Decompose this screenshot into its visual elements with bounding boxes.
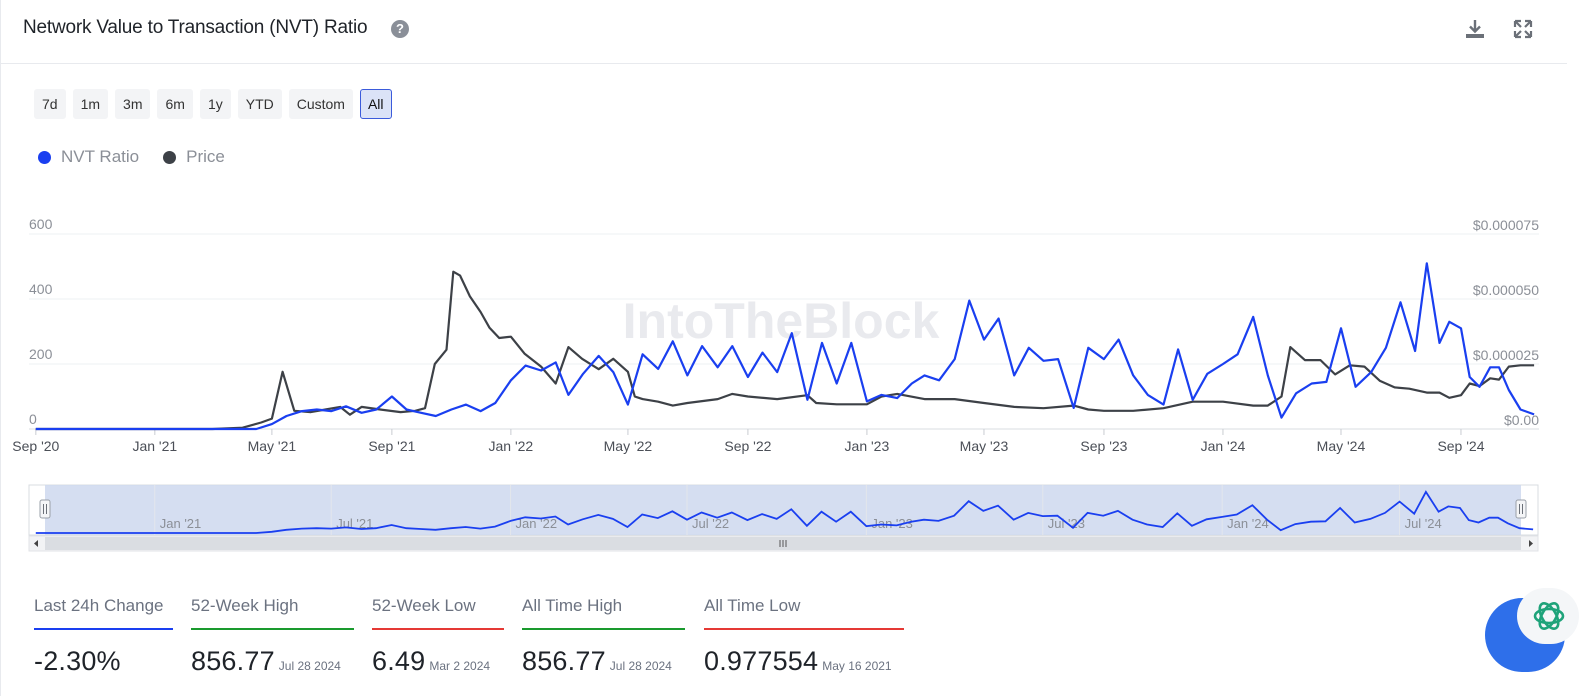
stat-label: 52-Week High [191,596,299,615]
navigator-label: Jul '22 [692,516,729,531]
stat-underline [704,628,904,630]
y-left-tick-label: 200 [29,346,53,362]
stat-label: 52-Week Low [372,596,476,615]
range-selector: 7d 1m 3m 6m 1y YTD Custom All [34,89,392,119]
legend: NVT Ratio Price [38,147,225,167]
stat-underline [522,628,685,630]
y-left-tick-label: 0 [29,411,37,427]
range-button-custom[interactable]: Custom [288,89,353,119]
range-button-1y[interactable]: 1y [199,89,231,119]
stat-value: 856.77 Jul 28 2024 [522,646,672,676]
chart-title: Network Value to Transaction (NVT) Ratio [23,17,368,38]
x-tick-label: Sep '21 [368,438,415,454]
navigator-handle[interactable] [39,499,51,519]
stat-value: -2.30% [34,646,121,676]
x-tick-label: May '22 [604,438,653,454]
question-circle-icon[interactable]: ? [391,20,409,38]
range-button-ytd[interactable]: YTD [237,89,282,119]
x-tick-label: Sep '20 [12,438,59,454]
stat-underline [372,628,504,630]
stat-value: 856.77 Jul 28 2024 [191,646,341,676]
assistant-badge[interactable] [1517,588,1579,644]
stat-label: All Time High [522,596,623,615]
navigator-series-line [35,490,1534,534]
range-button-1m[interactable]: 1m [72,89,109,119]
stat-underline [191,628,354,630]
x-tick-label: Jan '21 [132,438,177,454]
series-line-nvt[interactable] [35,262,1535,431]
navigator-label: Jul '24 [1405,516,1442,531]
navigator-handle[interactable] [1515,499,1527,519]
stat-value: 0.977554 May 16 2021 [704,646,892,676]
range-button-6m[interactable]: 6m [157,89,193,119]
stat-label: All Time Low [704,596,801,615]
navigator-selection[interactable] [45,485,1521,535]
navigator-label: Jan '23 [871,516,913,531]
series-line-price[interactable] [35,270,1535,431]
watermark: IntoTheBlock [623,293,940,349]
range-button-7d[interactable]: 7d [34,89,66,119]
legend-dot-price [163,150,177,164]
card-header: Network Value to Transaction (NVT) Ratio… [1,0,1567,64]
stat-52w-high: 52-Week High 856.77 Jul 28 2024 [191,596,354,677]
x-tick-label: May '23 [960,438,1009,454]
stat-24h-change: Last 24h Change -2.30% [34,596,173,677]
download-icon[interactable] [1463,17,1487,41]
y-right-tick-label: $0.000050 [1473,282,1539,298]
legend-item-nvt[interactable]: NVT Ratio [38,147,139,167]
x-tick-label: Jan '24 [1201,438,1246,454]
stat-52w-low: 52-Week Low 6.49 Mar 2 2024 [372,596,504,677]
stat-all-time-high: All Time High 856.77 Jul 28 2024 [522,596,685,677]
legend-label-nvt: NVT Ratio [61,147,140,166]
navigator-label: Jan '24 [1227,516,1269,531]
stat-value: 6.49 Mar 2 2024 [372,646,491,676]
scroll-right-icon[interactable] [1529,540,1533,547]
x-tick-label: Sep '22 [724,438,771,454]
y-right-tick-label: $0.00 [1504,412,1539,428]
y-right-tick-label: $0.000025 [1473,347,1539,363]
y-right-tick-label: $0.000075 [1473,217,1539,233]
x-tick-label: May '21 [248,438,297,454]
legend-dot-nvt [38,150,51,164]
navigator-label: Jan '22 [516,516,558,531]
stat-label: Last 24h Change [34,596,164,615]
x-tick-label: Jan '22 [489,438,534,454]
stat-underline [34,628,173,630]
legend-label-price: Price [186,147,225,166]
y-left-tick-label: 400 [29,281,53,297]
expand-icon[interactable] [1511,17,1535,41]
x-tick-label: Sep '23 [1080,438,1127,454]
x-tick-label: Sep '24 [1437,438,1484,454]
range-button-all[interactable]: All [359,89,392,119]
chart-svg[interactable]: IntoTheBlock 0 200 400 600 $0.00 $0.000025 $0… [1,0,1567,560]
stat-all-time-low: All Time Low 0.977554 May 16 2021 [704,596,904,677]
legend-item-price[interactable]: Price [163,147,225,167]
assistant-logo-icon [1533,602,1565,630]
x-tick-label: May '24 [1317,438,1366,454]
scroll-left-icon[interactable] [34,540,38,547]
x-tick-label: Jan '23 [845,438,890,454]
navigator-label: Jan '21 [160,516,202,531]
y-left-tick-label: 600 [29,216,53,232]
range-button-3m[interactable]: 3m [115,89,151,119]
